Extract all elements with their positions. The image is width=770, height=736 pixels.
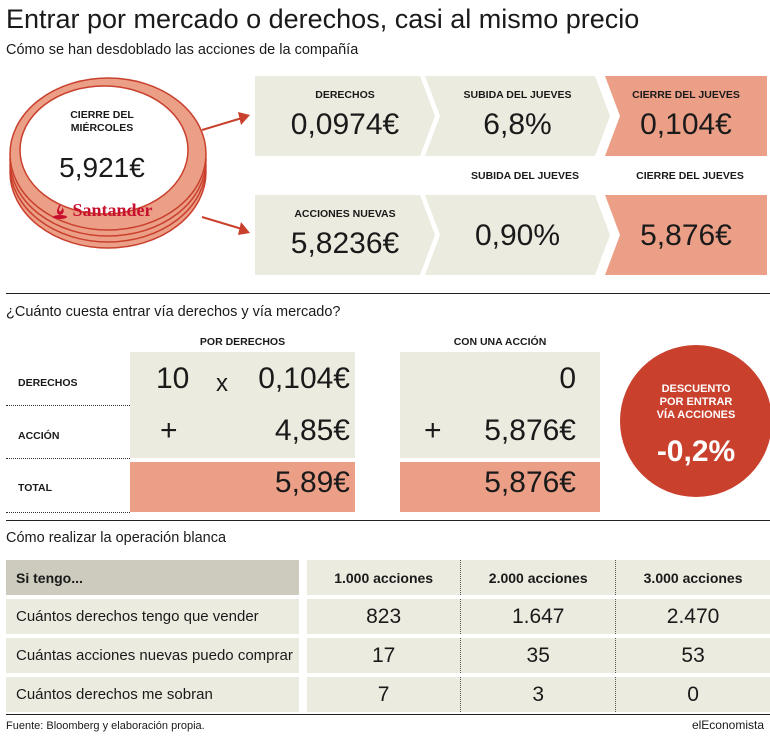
table-cell: 823 bbox=[307, 599, 461, 634]
table-cell: 2.470 bbox=[615, 599, 770, 634]
operation-heading: Cómo realizar la operación blanca bbox=[6, 530, 227, 546]
cierre-value: 0,104€ bbox=[640, 108, 732, 141]
con-una-accion-panel bbox=[400, 352, 600, 458]
subida-value-2: 0,90% bbox=[474, 219, 561, 252]
question-heading: ¿Cuánto cuesta entrar vía derechos y vía… bbox=[6, 304, 341, 320]
table-cell: 1.647 bbox=[460, 599, 616, 634]
section-divider bbox=[6, 293, 770, 294]
derechos-label: DERECHOS bbox=[315, 89, 375, 101]
row-divider bbox=[6, 512, 130, 513]
cierre-label: CIERRE DEL JUEVES bbox=[632, 89, 740, 101]
cierre-value-2: 5,876€ bbox=[640, 219, 732, 252]
table-cell: 3 bbox=[460, 677, 616, 712]
cierre-jueves-box-2: 5,876€ bbox=[605, 195, 767, 275]
discount-badge-label: DESCUENTO POR ENTRAR VÍA ACCIONES bbox=[620, 383, 770, 422]
subida-jueves-box: SUBIDA DEL JUEVES 6,8% bbox=[425, 76, 610, 156]
accion-col2-row1: 0 bbox=[559, 362, 576, 395]
santander-logo: Santander bbox=[52, 200, 192, 221]
split-arrows bbox=[201, 112, 250, 235]
row-divider bbox=[6, 405, 130, 406]
cierre-jueves-box: CIERRE DEL JUEVES 0,104€ bbox=[605, 76, 767, 156]
footer-divider bbox=[6, 714, 770, 715]
brand-name: Santander bbox=[72, 200, 153, 220]
subida-jueves-box-2: 0,90% bbox=[425, 195, 610, 275]
acciones-nuevas-value: 5,8236€ bbox=[290, 227, 400, 260]
total-panel-2 bbox=[400, 462, 600, 512]
total-panel-1 bbox=[130, 462, 355, 512]
coin-value: 5,921€ bbox=[59, 152, 145, 183]
derechos-price: 0,104€ bbox=[258, 362, 350, 395]
table-header-cell: 3.000 acciones bbox=[615, 560, 770, 595]
table-header-cell: 1.000 acciones bbox=[307, 560, 461, 595]
subida-label: SUBIDA DEL JUEVES bbox=[463, 89, 572, 101]
page-subtitle: Cómo se han desdoblado las acciones de l… bbox=[6, 42, 359, 58]
table-row: Cuántas acciones nuevas puedo comprar 17… bbox=[6, 638, 770, 673]
acciones-nuevas-label: ACCIONES NUEVAS bbox=[294, 208, 396, 220]
por-derechos-panel bbox=[130, 352, 355, 458]
table-row: Cuántos derechos tengo que vender 823 1.… bbox=[6, 599, 770, 634]
derechos-value: 0,0974€ bbox=[290, 108, 400, 141]
publisher-logo: elEconomista bbox=[691, 718, 764, 732]
coin-label: CIERRE DEL MIÉRCOLES bbox=[52, 109, 152, 135]
flame-icon bbox=[53, 203, 67, 219]
table-cell: 53 bbox=[615, 638, 770, 673]
row-divider bbox=[6, 458, 130, 459]
table-header-cell: Si tengo... bbox=[6, 560, 299, 595]
table-cell: 35 bbox=[460, 638, 616, 673]
coin-label-line2: MIÉRCOLES bbox=[70, 122, 134, 134]
coin-label-line1: CIERRE DEL bbox=[70, 109, 134, 121]
derechos-quantity: 10 bbox=[156, 362, 190, 395]
discount-badge: DESCUENTO POR ENTRAR VÍA ACCIONES -0,2% bbox=[620, 345, 770, 497]
row-label-accion: ACCIÓN bbox=[18, 430, 60, 442]
accion-price: 4,85€ bbox=[274, 414, 350, 447]
discount-value: -0,2% bbox=[656, 435, 736, 468]
subida-jueves-label-2: SUBIDA DEL JUEVES bbox=[471, 170, 579, 182]
accion-col2-row2: 5,876€ bbox=[484, 414, 576, 447]
badge-line1: DESCUENTO bbox=[661, 383, 731, 395]
table-row-label: Cuántos derechos tengo que vender bbox=[6, 599, 299, 634]
cierre-jueves-label-2: CIERRE DEL JUEVES bbox=[636, 170, 744, 182]
times-sign: x bbox=[216, 370, 228, 397]
por-derechos-header: POR DERECHOS bbox=[199, 336, 286, 348]
plus-sign-2: + bbox=[424, 414, 442, 447]
badge-line2: POR ENTRAR bbox=[659, 396, 733, 408]
badge-line3: VÍA ACCIONES bbox=[656, 409, 736, 421]
total-con-accion: 5,876€ bbox=[484, 466, 576, 499]
subida-value: 6,8% bbox=[483, 108, 552, 141]
acciones-nuevas-box: ACCIONES NUEVAS 5,8236€ bbox=[255, 195, 435, 275]
table-header-row: Si tengo... 1.000 acciones 2.000 accione… bbox=[6, 560, 770, 595]
table-cell: 17 bbox=[307, 638, 461, 673]
row-label-derechos: DERECHOS bbox=[18, 377, 78, 389]
table-cell: 7 bbox=[307, 677, 461, 712]
operation-table: Si tengo... 1.000 acciones 2.000 accione… bbox=[6, 556, 770, 716]
table-row-label: Cuántas acciones nuevas puedo comprar bbox=[6, 638, 299, 673]
table-cell: 0 bbox=[615, 677, 770, 712]
total-por-derechos: 5,89€ bbox=[274, 466, 350, 499]
table-row: Cuántos derechos me sobran 7 3 0 bbox=[6, 677, 770, 712]
page-title: Entrar por mercado o derechos, casi al m… bbox=[6, 4, 640, 34]
derechos-box: DERECHOS 0,0974€ bbox=[255, 76, 435, 156]
table-header-cell: 2.000 acciones bbox=[460, 560, 616, 595]
plus-sign: + bbox=[160, 414, 178, 447]
source-note: Fuente: Bloomberg y elaboración propia. bbox=[6, 720, 205, 732]
table-row-label: Cuántos derechos me sobran bbox=[6, 677, 299, 712]
section-divider bbox=[6, 520, 770, 521]
con-una-accion-header: CON UNA ACCIÓN bbox=[453, 336, 547, 348]
row-label-total: TOTAL bbox=[18, 482, 53, 494]
